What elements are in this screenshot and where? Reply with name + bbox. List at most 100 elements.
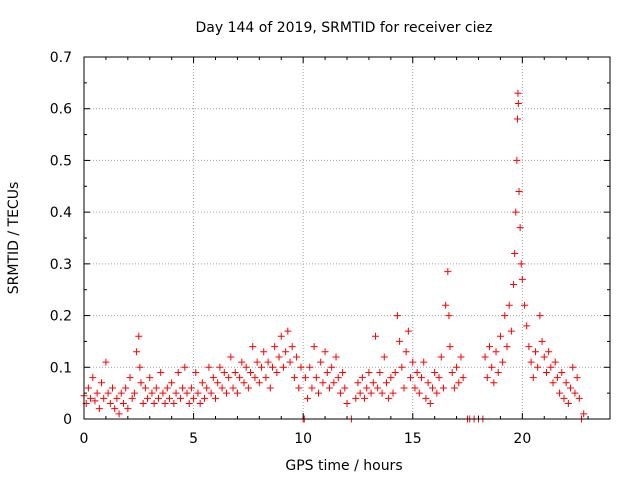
data-point bbox=[266, 384, 274, 392]
data-point bbox=[104, 389, 112, 397]
data-point bbox=[492, 348, 500, 356]
data-point bbox=[523, 322, 531, 330]
data-point bbox=[102, 358, 110, 366]
x-tick-label: 15 bbox=[404, 431, 422, 447]
data-point bbox=[361, 394, 369, 402]
data-point bbox=[328, 363, 336, 371]
data-point bbox=[374, 384, 382, 392]
data-point bbox=[512, 208, 520, 216]
data-point bbox=[144, 394, 152, 402]
data-point bbox=[391, 368, 399, 376]
data-point bbox=[141, 384, 149, 392]
data-point bbox=[575, 394, 583, 402]
data-point bbox=[511, 250, 519, 258]
data-point bbox=[521, 301, 529, 309]
data-point bbox=[264, 358, 272, 366]
x-tick-label: 0 bbox=[80, 431, 89, 447]
data-point bbox=[306, 363, 314, 371]
y-axis-label: SRMTID / TECUs bbox=[6, 182, 22, 295]
data-point bbox=[201, 394, 209, 402]
data-point bbox=[547, 363, 555, 371]
data-point bbox=[192, 368, 200, 376]
data-point bbox=[343, 399, 351, 407]
data-point bbox=[448, 368, 456, 376]
data-point bbox=[323, 368, 331, 376]
data-point bbox=[179, 384, 187, 392]
data-point bbox=[136, 363, 144, 371]
data-point bbox=[172, 389, 180, 397]
data-point bbox=[214, 379, 222, 387]
data-point bbox=[354, 379, 362, 387]
data-point bbox=[439, 384, 447, 392]
data-point bbox=[128, 394, 136, 402]
data-point bbox=[268, 363, 276, 371]
data-point bbox=[304, 394, 312, 402]
data-point bbox=[367, 389, 375, 397]
data-point bbox=[218, 384, 226, 392]
data-point bbox=[514, 115, 522, 123]
data-point bbox=[536, 312, 544, 320]
data-point bbox=[198, 379, 206, 387]
data-point bbox=[152, 384, 160, 392]
data-point bbox=[415, 389, 423, 397]
data-point bbox=[382, 379, 390, 387]
data-point bbox=[126, 374, 134, 382]
data-point bbox=[402, 348, 410, 356]
data-point bbox=[459, 374, 467, 382]
y-tick-label: 0 bbox=[63, 412, 72, 428]
data-point bbox=[437, 353, 445, 361]
data-point bbox=[378, 389, 386, 397]
data-point bbox=[317, 358, 325, 366]
data-point bbox=[446, 343, 454, 351]
data-point bbox=[89, 374, 97, 382]
data-point bbox=[84, 384, 92, 392]
data-point bbox=[424, 379, 432, 387]
data-point bbox=[301, 374, 309, 382]
data-point bbox=[286, 358, 294, 366]
data-point bbox=[398, 363, 406, 371]
data-point bbox=[556, 389, 564, 397]
data-point bbox=[527, 358, 535, 366]
data-point bbox=[115, 410, 123, 418]
data-point bbox=[117, 389, 125, 397]
data-point bbox=[564, 399, 572, 407]
data-point bbox=[249, 343, 257, 351]
chart-title: Day 144 of 2019, SRMTID for receiver cie… bbox=[196, 20, 493, 36]
data-point bbox=[284, 327, 292, 335]
data-point bbox=[551, 358, 559, 366]
data-point bbox=[540, 353, 548, 361]
data-point bbox=[196, 399, 204, 407]
data-point bbox=[95, 405, 103, 413]
data-point bbox=[293, 353, 301, 361]
data-point bbox=[380, 353, 388, 361]
data-point bbox=[503, 343, 511, 351]
data-point bbox=[404, 327, 412, 335]
data-point bbox=[275, 353, 283, 361]
data-point bbox=[185, 399, 193, 407]
data-point bbox=[494, 368, 502, 376]
data-point bbox=[330, 379, 338, 387]
data-point bbox=[420, 358, 428, 366]
data-point bbox=[187, 384, 195, 392]
data-point bbox=[396, 337, 404, 345]
axis-ticks bbox=[83, 56, 610, 420]
data-point bbox=[271, 343, 279, 351]
data-point bbox=[358, 374, 366, 382]
data-point bbox=[190, 394, 198, 402]
data-point bbox=[496, 332, 504, 340]
data-point bbox=[413, 368, 421, 376]
data-point bbox=[352, 394, 360, 402]
data-point bbox=[229, 384, 237, 392]
data-point bbox=[312, 374, 320, 382]
data-point bbox=[161, 399, 169, 407]
data-point bbox=[518, 275, 526, 283]
data-point bbox=[297, 363, 305, 371]
data-point bbox=[111, 405, 119, 413]
y-tick-label: 0.6 bbox=[50, 102, 72, 118]
data-point bbox=[426, 399, 434, 407]
data-point bbox=[207, 389, 215, 397]
x-axis-label: GPS time / hours bbox=[285, 458, 402, 474]
data-point bbox=[513, 156, 521, 164]
x-tick-labels: 0 5 10 15 20 bbox=[80, 431, 532, 447]
data-point bbox=[236, 374, 244, 382]
